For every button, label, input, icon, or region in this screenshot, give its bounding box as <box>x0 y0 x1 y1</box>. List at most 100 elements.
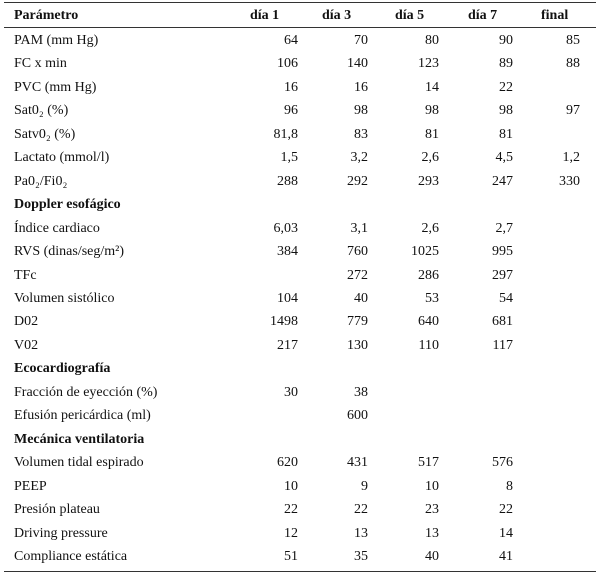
row-label: FC x min <box>14 56 67 72</box>
table-cell: 22 <box>499 79 513 95</box>
table-cell: 286 <box>418 267 439 283</box>
table-cell: 779 <box>347 314 368 330</box>
table-cell: 217 <box>277 337 298 353</box>
table-cell: 104 <box>277 291 298 306</box>
table-cell: 97 <box>566 103 580 119</box>
table-cell: 30 <box>284 384 298 400</box>
table-cell: 98 <box>499 103 513 119</box>
row-label: Pa0₂/Fi0₂ <box>14 173 68 189</box>
table-cell: 51 <box>284 549 298 564</box>
row-label: RVS (dinas/seg/m²) <box>14 244 125 260</box>
table-cell: 1,5 <box>280 150 299 166</box>
table-cell: 22 <box>354 502 368 518</box>
row-label: Compliance estática <box>14 549 128 564</box>
table-cell: 1025 <box>411 244 439 260</box>
row-label: Índice cardiaco <box>14 220 100 236</box>
table-cell: 293 <box>418 173 439 189</box>
table-cell: 123 <box>418 56 439 72</box>
table-cell: 40 <box>354 291 368 306</box>
row-label: Lactato (mmol/l) <box>14 150 110 166</box>
table-cell: 3,2 <box>350 150 369 166</box>
table-cell: 995 <box>492 244 513 260</box>
column-header: día 5 <box>395 8 425 23</box>
table-cell: 130 <box>347 337 368 353</box>
row-label: PEEP <box>14 478 47 494</box>
table-cell: 53 <box>425 291 439 306</box>
column-header: día 1 <box>250 8 280 23</box>
section-heading: Ecocardiografía <box>14 361 111 377</box>
row-label: TFc <box>14 267 37 283</box>
table-cell: 90 <box>499 33 513 48</box>
table-cell: 8 <box>506 478 513 494</box>
table-cell: 13 <box>425 525 439 541</box>
table-cell: 6,03 <box>273 220 299 236</box>
table-cell: 2,6 <box>421 220 440 236</box>
table-cell: 2,7 <box>495 220 514 236</box>
column-header: día 7 <box>468 8 498 23</box>
table-cell: 288 <box>277 173 298 189</box>
row-label: Efusión pericárdica (ml) <box>14 408 151 424</box>
table-cell: 23 <box>425 502 439 518</box>
table-cell: 10 <box>284 478 298 494</box>
table-cell: 106 <box>277 56 298 72</box>
row-label: Volumen tidal espirado <box>14 455 144 471</box>
bottom-rule <box>4 571 596 572</box>
table-cell: 81 <box>425 126 439 142</box>
table-cell: 98 <box>354 103 368 119</box>
table-cell: 85 <box>566 33 580 48</box>
table-cell: 16 <box>284 79 298 95</box>
table-cell: 600 <box>347 408 368 424</box>
header-rule <box>4 27 596 28</box>
table-cell: 88 <box>566 56 580 72</box>
table-cell: 1498 <box>270 314 298 330</box>
table-cell: 22 <box>499 502 513 518</box>
table-cell: 297 <box>492 267 513 283</box>
row-label: V02 <box>14 337 39 353</box>
table-cell: 96 <box>284 103 298 119</box>
table-cell: 98 <box>425 103 439 119</box>
table-cell: 81 <box>499 126 513 142</box>
table-cell: 110 <box>418 337 439 353</box>
table-cell: 431 <box>347 455 368 471</box>
column-header: día 3 <box>322 8 352 23</box>
table-cell: 22 <box>284 502 298 518</box>
row-label: Satv0₂ (%) <box>14 126 76 142</box>
table-cell: 80 <box>425 33 439 48</box>
top-rule <box>4 2 596 3</box>
row-label: Sat0₂ (%) <box>14 103 69 119</box>
table-cell: 13 <box>354 525 368 541</box>
table-cell: 14 <box>499 525 513 541</box>
table-cell: 247 <box>492 173 513 189</box>
table-cell: 35 <box>354 549 368 564</box>
table-cell: 1,2 <box>562 150 581 166</box>
table-cell: 620 <box>277 455 298 471</box>
table-cell: 54 <box>499 291 513 306</box>
table-cell: 330 <box>559 173 580 189</box>
row-label: PAM (mm Hg) <box>14 33 99 48</box>
table-cell: 681 <box>492 314 513 330</box>
row-label: D02 <box>14 314 39 330</box>
table-cell: 4,5 <box>495 150 514 166</box>
table-cell: 760 <box>347 244 368 260</box>
table-cell: 517 <box>418 455 439 471</box>
row-label: Presión plateau <box>14 502 100 518</box>
table-cell: 70 <box>354 33 368 48</box>
table-cell: 272 <box>347 267 368 283</box>
column-header: final <box>541 8 569 23</box>
row-label: Fracción de eyección (%) <box>14 384 158 400</box>
section-heading: Doppler esofágico <box>14 197 121 213</box>
row-label: Driving pressure <box>14 525 108 541</box>
table-cell: 292 <box>347 173 368 189</box>
table-cell: 81,8 <box>273 126 299 142</box>
table-cell: 117 <box>492 337 513 353</box>
column-header: Parámetro <box>14 8 79 23</box>
table-cell: 3,1 <box>350 220 369 236</box>
table-cell: 89 <box>499 56 513 72</box>
row-label: PVC (mm Hg) <box>14 79 97 95</box>
table-cell: 14 <box>425 79 439 95</box>
table-cell: 10 <box>425 478 439 494</box>
table-cell: 9 <box>361 478 368 494</box>
table-cell: 640 <box>418 314 439 330</box>
table-cell: 12 <box>284 525 298 541</box>
table-cell: 384 <box>277 244 298 260</box>
